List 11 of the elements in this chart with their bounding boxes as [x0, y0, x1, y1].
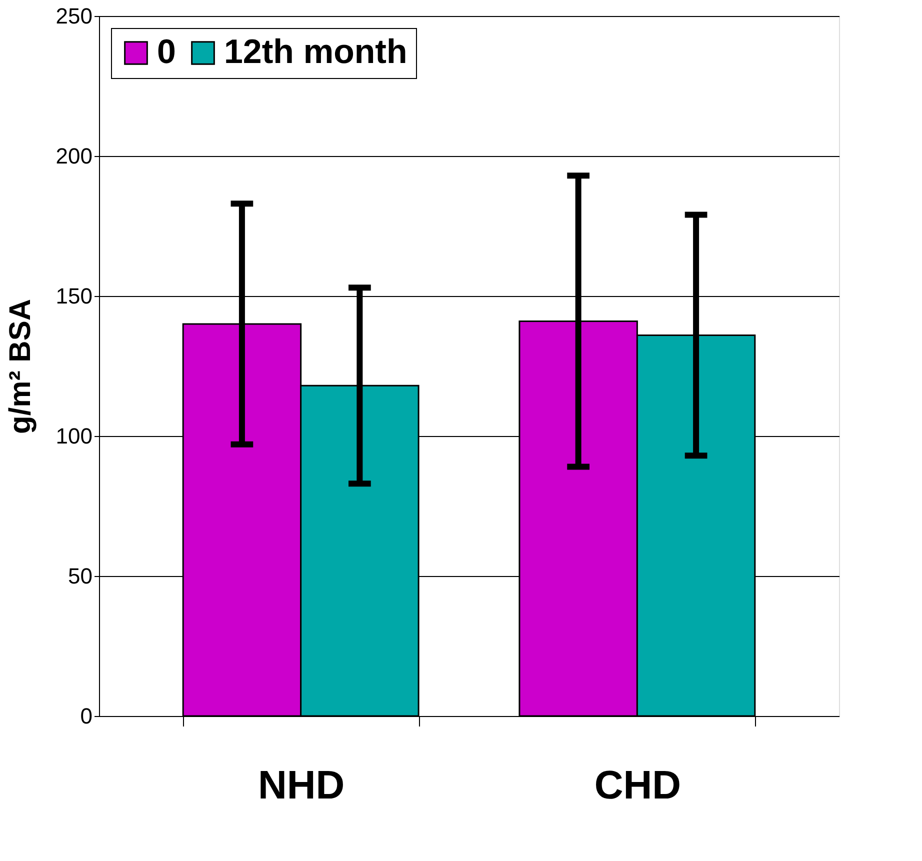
x-tick-label: NHD: [258, 764, 345, 808]
y-tick-label: 50: [68, 564, 92, 588]
y-tick-label: 0: [80, 704, 92, 728]
legend-label: 0: [157, 33, 176, 71]
y-tick-label: 200: [56, 144, 92, 168]
legend-label: 12th month: [224, 33, 408, 71]
y-tick-label: 100: [56, 424, 92, 448]
y-axis-title: g/m² BSA: [4, 299, 37, 434]
x-tick-label: CHD: [594, 764, 682, 808]
y-tick-label: 150: [56, 284, 92, 308]
y-tick-label: 250: [56, 4, 92, 28]
